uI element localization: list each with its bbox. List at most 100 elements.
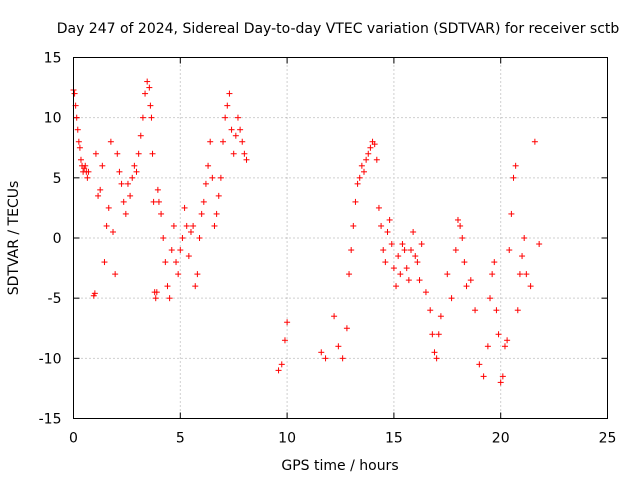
data-point [484, 343, 491, 350]
data-point [205, 162, 212, 169]
grid-lines [73, 57, 608, 419]
data-point [177, 247, 184, 254]
data-point [384, 228, 391, 235]
data-point [237, 126, 244, 133]
data-point [224, 102, 231, 109]
data-point [363, 156, 370, 163]
data-point [213, 210, 220, 217]
data-point [519, 253, 526, 260]
data-point [418, 241, 425, 248]
data-point [91, 290, 98, 297]
data-point [375, 204, 382, 211]
data-point [149, 150, 156, 157]
data-point [211, 222, 218, 229]
data-point [489, 271, 496, 278]
data-point [99, 162, 106, 169]
data-point [118, 180, 125, 187]
data-point [239, 138, 246, 145]
data-point [110, 228, 117, 235]
data-point [476, 361, 483, 368]
data-point [154, 186, 161, 193]
data-point [155, 198, 162, 205]
data-point [190, 222, 197, 229]
data-point [371, 141, 378, 148]
data-point [499, 373, 506, 380]
data-point [504, 337, 511, 344]
data-point [318, 349, 325, 356]
data-point [179, 235, 186, 241]
data-point [472, 307, 479, 314]
data-point [82, 162, 89, 169]
x-axis-label: GPS time / hours [281, 458, 398, 474]
data-point [160, 235, 167, 241]
data-point [144, 78, 151, 85]
data-point [129, 174, 136, 181]
data-point [103, 222, 110, 229]
data-point [173, 259, 180, 266]
data-point [124, 180, 131, 187]
data-point [461, 259, 468, 266]
data-point [448, 295, 455, 302]
data-point [382, 259, 389, 266]
plot-frame [73, 57, 608, 419]
data-point [493, 307, 500, 314]
data-point [429, 331, 436, 338]
data-point [403, 265, 410, 272]
data-point [209, 174, 216, 181]
data-point [435, 331, 442, 338]
data-point [135, 150, 142, 157]
data-point [226, 90, 233, 97]
data-point [386, 216, 393, 223]
data-point [166, 295, 173, 302]
data-point [512, 162, 519, 169]
data-point [508, 210, 515, 217]
data-point [127, 192, 134, 199]
x-tick-label: 20 [492, 431, 510, 447]
data-point [187, 228, 194, 235]
data-point [399, 241, 406, 248]
data-point [133, 168, 140, 175]
y-tick-label: 15 [44, 51, 62, 67]
y-tick-label: -5 [48, 291, 62, 307]
y-tick-label: -10 [39, 351, 62, 367]
data-point [230, 150, 237, 157]
data-point [523, 271, 530, 278]
data-point [194, 271, 201, 278]
data-point [335, 343, 342, 350]
data-point [150, 198, 157, 205]
data-point [414, 259, 421, 266]
data-point [284, 319, 291, 326]
data-point [388, 241, 395, 248]
data-point [495, 331, 502, 338]
data-point [356, 174, 363, 181]
data-point [222, 114, 229, 121]
data-point [275, 367, 282, 374]
data-point [101, 259, 108, 266]
data-point [457, 222, 464, 229]
y-axis-label: SDTVAR / TECUs [6, 181, 22, 296]
y-tick-labels: -15 -10 -5 0 5 10 15 [39, 51, 62, 428]
data-point [220, 138, 227, 145]
data-point [410, 228, 417, 235]
data-point [487, 295, 494, 302]
data-point [491, 259, 498, 266]
data-point [536, 241, 543, 248]
data-point [358, 162, 365, 169]
data-point [146, 84, 153, 91]
data-point [433, 355, 440, 362]
data-point [416, 277, 423, 284]
data-point [527, 283, 534, 290]
data-point [380, 247, 387, 254]
data-point [84, 174, 91, 181]
data-point [412, 253, 419, 260]
data-point [459, 235, 466, 241]
data-point [77, 156, 84, 163]
data-point [192, 283, 199, 290]
data-point [147, 102, 154, 109]
data-point [278, 361, 285, 368]
data-point [521, 235, 528, 241]
data-point [73, 114, 80, 121]
data-point [431, 349, 438, 356]
data-point [243, 156, 250, 163]
data-point [92, 150, 99, 157]
